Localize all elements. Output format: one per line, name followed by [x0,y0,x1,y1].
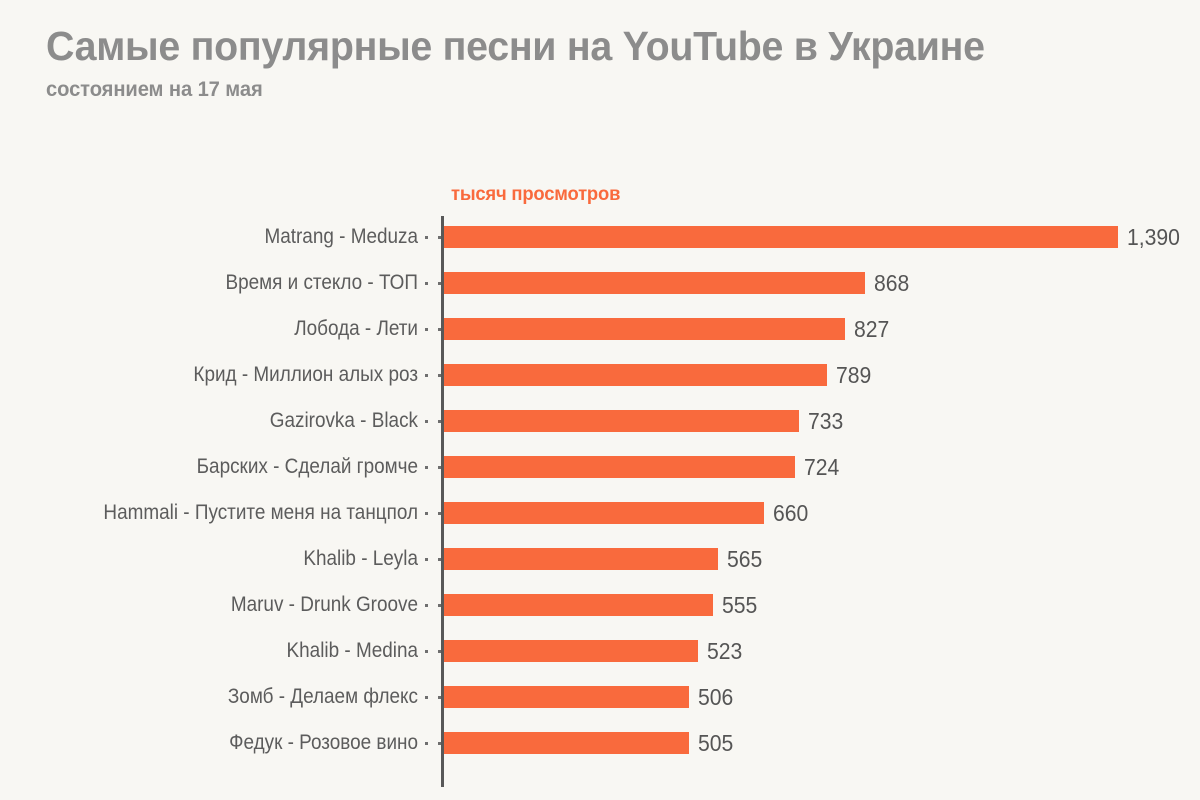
bar-value-label: 733 [808,407,844,434]
bar-value-label: 724 [804,453,840,480]
bar-and-value: 565 [444,545,765,572]
bar [444,272,865,294]
bar [444,640,698,662]
leader-dots-icon [425,741,441,745]
bar-category-label: Федук - Розовое вино [229,730,418,755]
leader-dots-icon [425,465,441,469]
leader-dots-icon [425,235,441,239]
y-axis-line [441,216,444,787]
bar [444,502,765,524]
bar-and-value: 660 [444,499,811,526]
bar [444,410,800,432]
bar [444,456,796,478]
chart-subtitle: состоянием на 17 мая [46,78,263,102]
leader-dots-icon [425,649,441,653]
bar-row: Matrang - Meduza 1,390 [0,214,1200,260]
bar-category-label: Лобода - Лети [294,316,418,341]
bar [444,594,714,616]
bar [444,548,718,570]
bar [444,226,1118,248]
bar-value-label: 523 [706,637,742,664]
bar [444,318,845,340]
bar-category-label: Крид - Миллион алых роз [193,362,418,387]
bar-value-label: 506 [698,683,734,710]
bar-category-label: Gazirovka - Black [269,408,418,433]
bar-row: Gazirovka - Black 733 [0,398,1200,444]
bar-and-value: 506 [444,683,737,710]
bar-value-label: 565 [726,545,763,572]
bar-and-value: 523 [444,637,745,664]
bar-category-label: Khalib - Medina [286,638,418,663]
leader-dots-icon [425,373,441,377]
bar-category-label: Время и стекло - ТОП [225,270,418,295]
bar-and-value: 1,390 [444,223,1185,250]
leader-dots-icon [425,695,441,699]
bar-value-label: 505 [697,729,734,756]
leader-dots-icon [425,327,441,331]
bar-and-value: 733 [444,407,847,434]
bar-and-value: 505 [444,729,736,756]
bar-and-value: 789 [444,361,874,388]
bar-row: Khalib - Medina 523 [0,628,1200,674]
chart-header: Самые популярные песни на YouTube в Укра… [46,24,1166,102]
bar-row: Федук - Розовое вино 505 [0,720,1200,766]
bar [444,732,689,754]
bar-category-label: Зомб - Делаем флекс [227,684,418,709]
bar-category-label: Барских - Сделай громче [196,454,418,479]
bar-category-label: Matrang - Meduza [264,224,418,249]
bar-and-value: 868 [444,269,912,296]
bar-value-label: 555 [722,591,758,618]
leader-dots-icon [425,511,441,515]
bar-category-label: Maruv - Drunk Groove [230,592,418,617]
bar-value-label: 868 [873,269,910,296]
bar-chart-plot: Matrang - Meduza 1,390 Время и стекло - ТО… [0,214,1200,789]
bar-rows: Matrang - Meduza 1,390 Время и стекло - ТО… [0,214,1200,766]
bar-category-label: Hammali - Пустите меня на танцпол [103,500,418,525]
bar [444,364,827,386]
leader-dots-icon [425,281,441,285]
bar-value-label: 1,390 [1127,223,1180,250]
bar-and-value: 827 [444,315,892,342]
bar-value-label: 827 [854,315,890,342]
leader-dots-icon [425,603,441,607]
bar-category-label: Khalib - Leyla [303,546,418,571]
bar-value-label: 789 [835,361,871,388]
bar-row: Барских - Сделай громче 724 [0,444,1200,490]
bar-row: Maruv - Drunk Groove 555 [0,582,1200,628]
bar-row: Крид - Миллион алых роз 789 [0,352,1200,398]
bar-row: Зомб - Делаем флекс 506 [0,674,1200,720]
bar-value-label: 660 [773,499,809,526]
page-title: Самые популярные песни на YouTube в Укра… [46,23,985,69]
bar-and-value: 724 [444,453,842,480]
units-axis-label: тысяч просмотров [451,184,621,205]
bar [444,686,690,708]
leader-dots-icon [425,419,441,423]
bar-row: Hammali - Пустите меня на танцпол 660 [0,490,1200,536]
leader-dots-icon [425,557,441,561]
bar-row: Лобода - Лети 827 [0,306,1200,352]
bar-and-value: 555 [444,591,760,618]
bar-row: Khalib - Leyla 565 [0,536,1200,582]
bar-row: Время и стекло - ТОП 868 [0,260,1200,306]
